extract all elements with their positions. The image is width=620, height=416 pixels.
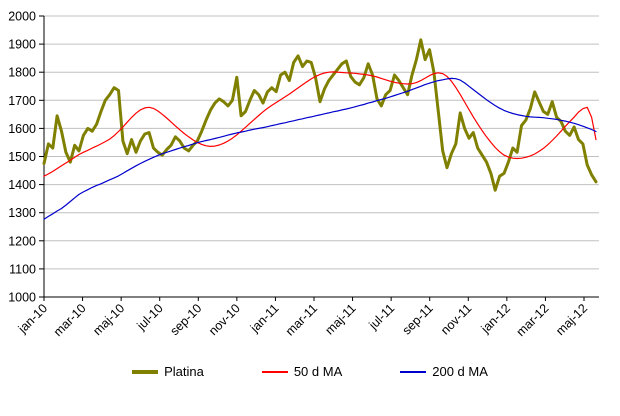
x-axis-label: mar-11: [283, 301, 320, 338]
y-axis-label: 1400: [8, 178, 36, 192]
x-axis-label: sep-11: [400, 301, 436, 337]
x-axis-label: jan-12: [478, 301, 513, 336]
y-axis-label: 1100: [9, 262, 36, 276]
y-axis-label: 1900: [8, 38, 36, 52]
ma50-line-swatch-icon: [261, 370, 288, 373]
legend-label-50d-ma: 50 d MA: [293, 364, 343, 379]
legend-item-50d-ma: 50 d MA: [261, 364, 343, 379]
y-axis-label: 1300: [8, 206, 36, 220]
x-axis-label: jul-11: [366, 301, 398, 333]
y-axis-label: 1700: [8, 94, 36, 108]
x-axis-label: nov-10: [206, 301, 243, 338]
series-line-200-d-ma: [43, 77, 597, 220]
y-axis-label: 1500: [8, 150, 36, 164]
y-axis-label: 1600: [8, 122, 36, 136]
x-axis-label: nov-11: [438, 301, 474, 337]
y-axis-label: 1800: [8, 66, 36, 80]
legend-label-platina: Platina: [164, 364, 204, 379]
ma200-line-swatch-icon: [400, 370, 427, 373]
series-line-platina: [42, 38, 598, 192]
platina-line-swatch-icon: [132, 369, 159, 374]
x-axis-label: jan-10: [15, 301, 50, 336]
legend-item-200d-ma: 200 d MA: [400, 365, 488, 378]
y-axis-label: 1000: [8, 291, 36, 305]
x-axis-label: mar-10: [51, 301, 89, 339]
y-axis-label: 2000: [8, 10, 36, 24]
legend-item-platina: Platina: [132, 365, 204, 378]
x-axis-label: mar-12: [514, 301, 552, 339]
legend-label-200d-ma: 200 d MA: [432, 364, 488, 379]
y-axis-label: 1200: [8, 234, 36, 248]
x-axis-label: jul-10: [134, 301, 166, 333]
x-axis-label: jan-11: [247, 301, 282, 336]
series-line-50-d-ma: [43, 71, 597, 177]
chart-legend: Platina 50 d MA 200 d MA: [0, 365, 620, 378]
x-axis-label: maj-10: [90, 301, 127, 338]
x-axis-label: sep-10: [167, 301, 204, 338]
x-axis-label: maj-12: [553, 301, 590, 338]
x-axis-label: maj-11: [322, 301, 358, 337]
